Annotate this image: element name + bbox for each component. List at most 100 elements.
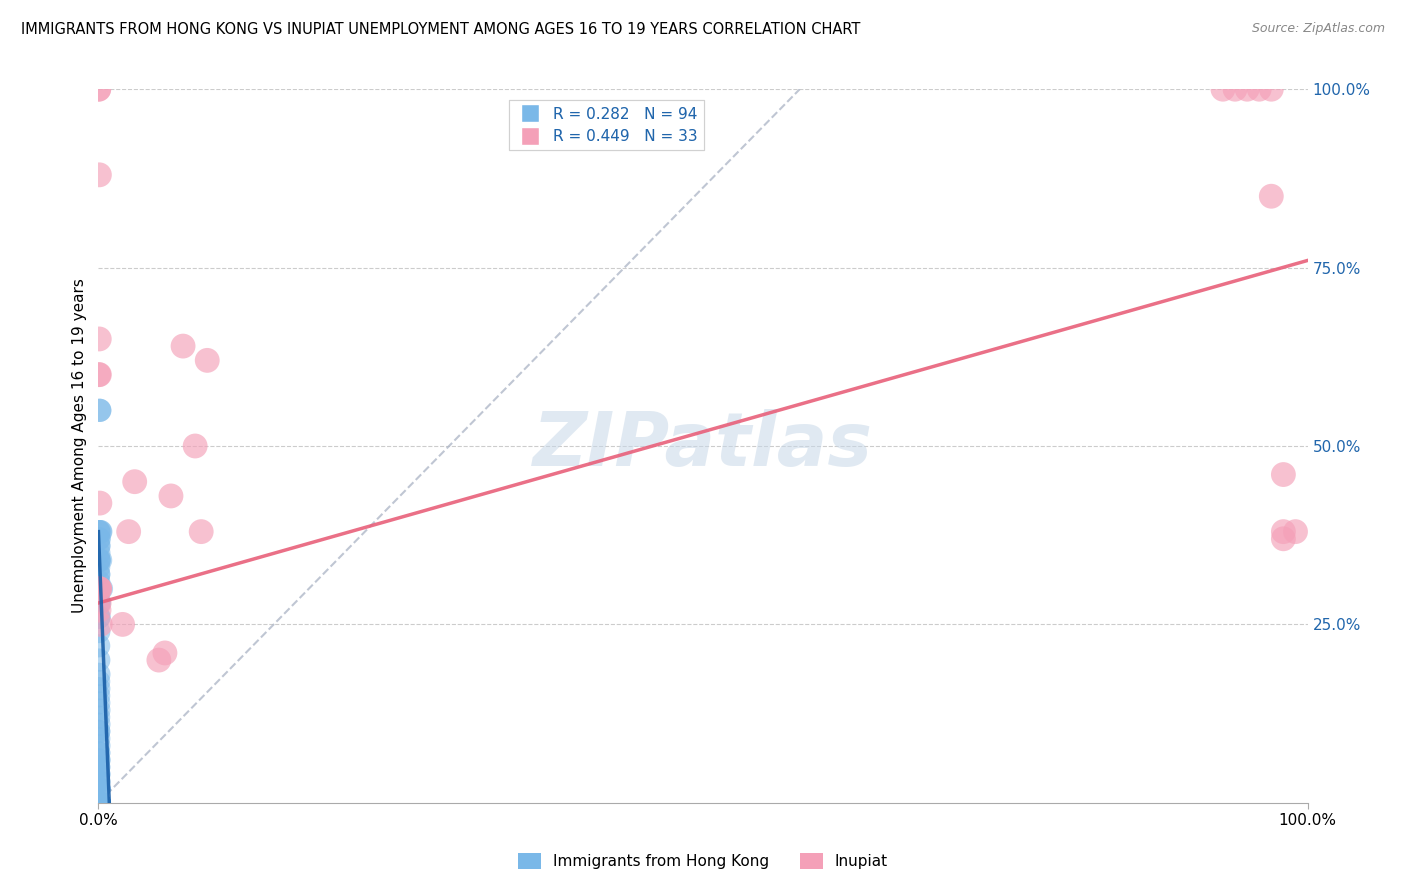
Point bbox=[87, 796, 110, 810]
Point bbox=[87, 681, 110, 696]
Point bbox=[87, 796, 110, 810]
Legend: Immigrants from Hong Kong, Inupiat: Immigrants from Hong Kong, Inupiat bbox=[512, 847, 894, 875]
Point bbox=[87, 553, 110, 567]
Point bbox=[1272, 524, 1295, 539]
Point bbox=[1236, 82, 1258, 96]
Text: IMMIGRANTS FROM HONG KONG VS INUPIAT UNEMPLOYMENT AMONG AGES 16 TO 19 YEARS CORR: IMMIGRANTS FROM HONG KONG VS INUPIAT UNE… bbox=[21, 22, 860, 37]
Point bbox=[89, 403, 111, 417]
Point bbox=[89, 496, 111, 510]
Legend: R = 0.282   N = 94, R = 0.449   N = 33: R = 0.282 N = 94, R = 0.449 N = 33 bbox=[509, 101, 704, 150]
Point bbox=[89, 168, 111, 182]
Point bbox=[87, 624, 110, 639]
Point bbox=[87, 524, 110, 539]
Point bbox=[1260, 82, 1282, 96]
Text: Source: ZipAtlas.com: Source: ZipAtlas.com bbox=[1251, 22, 1385, 36]
Point bbox=[87, 567, 110, 582]
Point bbox=[87, 760, 110, 774]
Point bbox=[1223, 82, 1246, 96]
Point bbox=[87, 796, 110, 810]
Point bbox=[89, 368, 111, 382]
Point bbox=[90, 553, 112, 567]
Point bbox=[89, 596, 111, 610]
Point bbox=[195, 353, 218, 368]
Point bbox=[87, 82, 110, 96]
Point bbox=[87, 796, 110, 810]
Point bbox=[87, 796, 110, 810]
Point bbox=[160, 489, 183, 503]
Point bbox=[87, 696, 110, 710]
Point bbox=[87, 781, 110, 796]
Point bbox=[124, 475, 146, 489]
Point bbox=[87, 596, 110, 610]
Point bbox=[87, 753, 110, 767]
Point bbox=[87, 796, 110, 810]
Point bbox=[89, 553, 111, 567]
Point bbox=[87, 574, 110, 589]
Point bbox=[1284, 524, 1306, 539]
Point bbox=[87, 724, 110, 739]
Point bbox=[89, 532, 111, 546]
Point bbox=[87, 796, 110, 810]
Text: ZIPatlas: ZIPatlas bbox=[533, 409, 873, 483]
Point bbox=[89, 582, 111, 596]
Point bbox=[87, 796, 110, 810]
Point bbox=[87, 796, 110, 810]
Point bbox=[87, 796, 110, 810]
Point bbox=[153, 646, 176, 660]
Point bbox=[87, 796, 110, 810]
Point bbox=[87, 796, 110, 810]
Point bbox=[89, 610, 111, 624]
Point bbox=[87, 739, 110, 753]
Point bbox=[89, 524, 111, 539]
Point bbox=[1272, 467, 1295, 482]
Point bbox=[87, 710, 110, 724]
Point bbox=[89, 403, 111, 417]
Point bbox=[87, 796, 110, 810]
Point bbox=[87, 567, 110, 582]
Point bbox=[89, 596, 111, 610]
Point bbox=[89, 796, 111, 810]
Point bbox=[89, 617, 111, 632]
Point bbox=[87, 703, 110, 717]
Point bbox=[87, 539, 110, 553]
Point bbox=[87, 796, 110, 810]
Point bbox=[87, 796, 110, 810]
Point bbox=[87, 368, 110, 382]
Point bbox=[87, 796, 110, 810]
Point bbox=[87, 639, 110, 653]
Point bbox=[87, 82, 110, 96]
Point bbox=[87, 603, 110, 617]
Point bbox=[87, 731, 110, 746]
Point bbox=[87, 796, 110, 810]
Point bbox=[87, 610, 110, 624]
Point bbox=[87, 746, 110, 760]
Point bbox=[87, 760, 110, 774]
Point bbox=[87, 653, 110, 667]
Point bbox=[90, 582, 112, 596]
Point bbox=[87, 553, 110, 567]
Point bbox=[87, 796, 110, 810]
Point bbox=[87, 539, 110, 553]
Y-axis label: Unemployment Among Ages 16 to 19 years: Unemployment Among Ages 16 to 19 years bbox=[72, 278, 87, 614]
Point bbox=[87, 796, 110, 810]
Point bbox=[172, 339, 194, 353]
Point bbox=[184, 439, 207, 453]
Point bbox=[87, 796, 110, 810]
Point bbox=[87, 796, 110, 810]
Point bbox=[87, 781, 110, 796]
Point bbox=[87, 796, 110, 810]
Point bbox=[87, 767, 110, 781]
Point bbox=[87, 796, 110, 810]
Point bbox=[87, 796, 110, 810]
Point bbox=[87, 796, 110, 810]
Point bbox=[87, 774, 110, 789]
Point bbox=[148, 653, 170, 667]
Point bbox=[87, 746, 110, 760]
Point bbox=[87, 674, 110, 689]
Point bbox=[87, 796, 110, 810]
Point bbox=[111, 617, 134, 632]
Point bbox=[87, 774, 110, 789]
Point bbox=[87, 582, 110, 596]
Point bbox=[87, 796, 110, 810]
Point bbox=[87, 796, 110, 810]
